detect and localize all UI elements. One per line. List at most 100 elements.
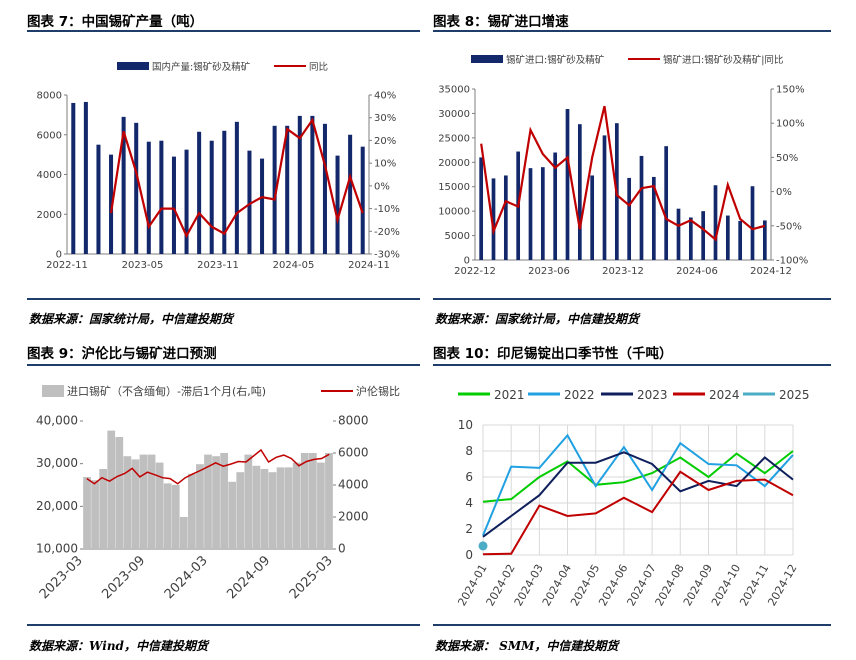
chart8-bar (577, 124, 582, 260)
chart9-bar (252, 465, 261, 549)
chart7-x-tick: 2024-05 (273, 260, 315, 271)
chart9-bar (236, 472, 245, 549)
chart9-bar (99, 469, 108, 549)
chart8-source-rule (433, 298, 831, 300)
chart8-bar (738, 220, 743, 260)
panel-chart10: 图表 10：印尼锡锭出口季节性（千吨） 0 2 4 6 8 10 2024-01 2024-0… (433, 330, 843, 660)
chart8-y-tick-left: 15000 (438, 182, 470, 193)
chart9-bar (317, 462, 325, 549)
chart8-legend-line-label: 锡矿进口:锡矿砂及精矿|同比 (663, 54, 783, 66)
chart8-bar (639, 155, 644, 260)
chart9-bar (147, 454, 156, 549)
chart10-line-2022 (482, 433, 794, 536)
chart9-y-tick-left: 30,000 (36, 456, 78, 470)
chart8-y-tick-right: 150% (776, 85, 805, 96)
chart7-bar (272, 125, 277, 255)
chart7-svg: 0 2000 4000 6000 8000 -30% -20% -10% 0% 10% 20% 30%… (37, 61, 400, 271)
chart7-bar (197, 131, 202, 254)
chart9-bar (179, 517, 188, 549)
chart10-line-2021 (482, 450, 794, 503)
chart7-y-tick-right: 10% (374, 159, 396, 170)
chart8-y-tick-right: -100% (776, 256, 808, 267)
chart7-bar (159, 140, 164, 254)
chart7-bar (184, 149, 189, 254)
chart8-bar (491, 178, 496, 260)
chart7-y-tick-right: 20% (374, 136, 396, 147)
chart9-bar (115, 437, 124, 549)
chart9-bar (244, 454, 253, 549)
chart9-y-tick-right: 2000 (338, 510, 369, 524)
panel-chart9: 图表 9：沪伦比与锡矿进口预测 10,000 20,000 30,000 40,000… (27, 330, 437, 660)
chart10-y-tick: 2 (465, 522, 473, 536)
chart7-bar (297, 115, 302, 255)
chart7-x-tick: 2023-11 (197, 260, 239, 271)
chart9-bar (163, 483, 172, 549)
chart9-y-tick-left: 40,000 (36, 414, 78, 428)
chart9-bar (196, 464, 204, 549)
chart7-y-tick-left: 8000 (37, 91, 62, 102)
chart8-y-tick-left: 5000 (445, 231, 470, 242)
panel-chart8: 图表 8：锡矿进口增速 0 5000 10000 15000 20000 25000 300… (433, 0, 843, 330)
chart9-source: 数据来源：Wind，中信建投期货 (29, 639, 208, 653)
chart9-bar (123, 456, 132, 549)
chart9-legend-bar-label: 进口锡矿（不含缅甸）-滞后1个月(右,吨) (67, 384, 266, 398)
chart7-legend-bar-swatch (117, 62, 149, 70)
chart8-bar (750, 186, 755, 260)
chart9-bar (325, 453, 333, 549)
chart9-bar (308, 453, 317, 549)
chart8-y-tick-left: 10000 (438, 207, 470, 218)
chart8-line-series (480, 105, 766, 242)
chart9-x-tick: 2025-03 (287, 553, 336, 602)
chart8-source: 数据来源：国家统计局，中信建投期货 (435, 312, 640, 326)
chart10-title: 图表 10：印尼锡锭出口季节性（千吨） (433, 346, 673, 362)
chart9-bar (228, 481, 237, 549)
chart8-y-tick-left: 35000 (438, 85, 470, 96)
chart10-y-tick: 4 (465, 496, 473, 510)
chart8-bar (627, 177, 632, 260)
chart7-source: 数据来源：国家统计局，中信建投期货 (29, 312, 234, 326)
chart8-bar (651, 176, 656, 260)
chart7-x-tick: 2023-05 (122, 260, 164, 271)
chart7-bar (285, 125, 290, 255)
chart9-y-tick-right: 4000 (338, 478, 369, 492)
chart8-bar (664, 146, 669, 260)
chart9-y-tick-right: 8000 (338, 414, 369, 428)
chart7-bar (322, 123, 327, 254)
chart8-x-tick: 2023-06 (528, 266, 570, 277)
chart7-line-series (109, 117, 364, 239)
chart7-y-tick-left: 0 (56, 250, 62, 261)
chart7-bar (146, 141, 151, 254)
chart9-title-rule (27, 364, 420, 366)
chart7-bar (348, 134, 353, 254)
chart8-x-tick: 2024-12 (750, 266, 792, 277)
chart9-bar (212, 456, 220, 549)
chart9-title: 图表 9：沪伦比与锡矿进口预测 (27, 346, 217, 362)
chart7-bar (234, 121, 239, 254)
chart7-y-tick-left: 4000 (37, 170, 62, 181)
chart10-legend-label-2022: 2022 (564, 388, 595, 402)
chart8-bar (676, 208, 681, 260)
chart7-bar (247, 150, 252, 254)
chart9-x-tick: 2023-03 (37, 553, 86, 602)
chart7-bar (96, 144, 101, 254)
chart9-bar (83, 477, 91, 549)
chart8-bar (479, 157, 484, 260)
chart9-bar (284, 467, 293, 549)
chart8-title-rule (433, 30, 831, 32)
chart10-source-rule (433, 624, 831, 626)
chart7-source-rule (27, 298, 420, 300)
chart9-bar (204, 454, 212, 549)
chart7-bar (109, 154, 114, 254)
chart8-y-tick-left: 25000 (438, 133, 470, 144)
chart8-bar (503, 175, 508, 260)
chart7-bar (121, 116, 126, 254)
chart10-svg: 02468102024-012024-022024-032024-042024-… (455, 388, 809, 608)
chart7-y-tick-right: -20% (374, 227, 400, 238)
chart8-legend-bar-swatch (471, 55, 503, 63)
chart7-legend-bar-label: 国内产量:锡矿砂及精矿 (152, 61, 251, 73)
chart9-bar (155, 462, 164, 549)
chart9-y-tick-right: 0 (338, 542, 346, 556)
chart9-y-tick-left: 20,000 (36, 499, 78, 513)
chart7-bar (260, 158, 265, 254)
chart7-bar (134, 122, 139, 254)
